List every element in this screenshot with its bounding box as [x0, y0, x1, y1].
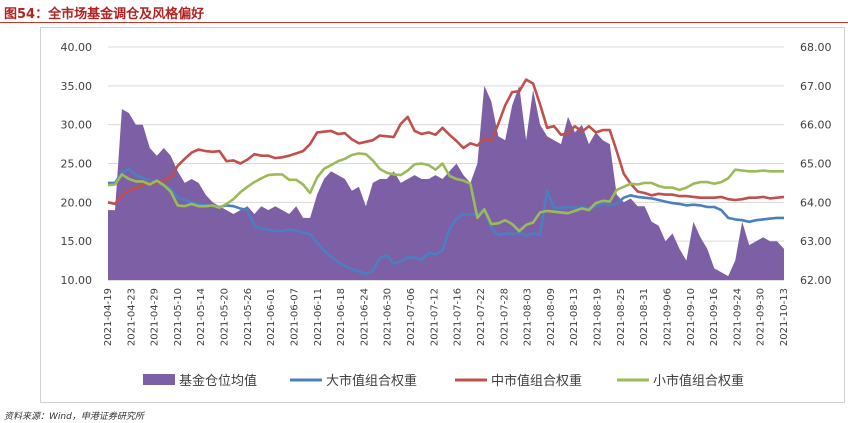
- x-axis-tick-label: 2021-10-13: [779, 288, 790, 346]
- x-axis-tick-label: 2021-05-26: [243, 288, 254, 346]
- x-axis-tick-label: 2021-05-14: [196, 288, 207, 346]
- x-axis-tick-label: 2021-09-10: [686, 288, 697, 346]
- x-axis-ticks: 2021-04-19 2021-04-23 2021-04-29 2021-05-10…: [103, 288, 790, 346]
- x-axis-tick-label: 2021-06-01: [266, 288, 277, 346]
- x-axis-tick-label: 2021-07-06: [406, 288, 417, 346]
- title-underline: [0, 22, 848, 23]
- legend-label: 基金仓位均值: [179, 373, 257, 389]
- x-axis-tick-label: 2021-07-22: [476, 288, 487, 346]
- area-series-layer: [108, 85, 784, 280]
- x-axis-tick-label: 2021-08-13: [569, 288, 580, 346]
- legend-swatch: [143, 374, 175, 385]
- legend: 基金仓位均值 大市值组合权重 中市值组合权重 小市值组合权重: [143, 373, 744, 389]
- left-axis-tick-label: 10.00: [61, 274, 93, 287]
- x-axis-tick-label: 2021-05-20: [220, 288, 231, 346]
- x-axis-tick-label: 2021-06-11: [313, 288, 324, 346]
- x-axis-tick-label: 2021-06-30: [383, 288, 394, 346]
- chart-frame: [40, 27, 845, 403]
- x-axis-tick-label: 2021-09-30: [756, 288, 767, 346]
- series-line-小市值组合权重: [107, 152, 784, 233]
- right-axis-tick-label: 68.00: [800, 41, 832, 54]
- series-line-中市值组合权重: [107, 78, 785, 206]
- x-axis-tick-label: 2021-07-12: [429, 288, 440, 346]
- right-axis-tick-label: 67.00: [800, 80, 832, 93]
- x-axis-tick-label: 2021-05-10: [173, 288, 184, 346]
- left-axis-ticks: 40.00 35.00 30.00 25.00 20.00 15.00 10.00: [61, 41, 93, 287]
- x-axis-tick-label: 2021-08-03: [523, 288, 534, 346]
- right-axis-tick-label: 63.00: [800, 235, 832, 248]
- figure-title: 图54：全市场基金调仓及风格偏好: [4, 7, 205, 22]
- left-axis-tick-label: 20.00: [61, 196, 93, 209]
- series-area-fund-position: [108, 85, 784, 280]
- x-axis-tick-label: 2021-09-16: [709, 288, 720, 346]
- x-axis-tick-label: 2021-06-24: [359, 288, 370, 346]
- left-axis-tick-label: 40.00: [61, 41, 93, 54]
- left-axis-tick-label: 35.00: [61, 80, 93, 93]
- right-axis-tick-label: 65.00: [800, 158, 832, 171]
- legend-label: 大市值组合权重: [326, 373, 417, 389]
- x-axis-tick-label: 2021-07-28: [499, 288, 510, 346]
- right-axis-tick-label: 62.00: [800, 274, 832, 287]
- line-series-layer: [107, 78, 785, 276]
- x-axis-tick-label: 2021-06-07: [290, 288, 301, 346]
- right-axis-tick-label: 66.00: [800, 119, 832, 132]
- x-axis-tick-label: 2021-08-09: [546, 288, 557, 346]
- x-axis-tick-label: 2021-04-19: [103, 288, 114, 346]
- left-axis-tick-label: 15.00: [61, 235, 93, 248]
- legend-label: 小市值组合权重: [653, 373, 744, 389]
- x-axis-tick-label: 2021-06-18: [336, 288, 347, 346]
- right-axis-ticks: 68.00 67.00 66.00 65.00 64.00 63.00 62.00: [800, 41, 832, 287]
- x-axis-tick-label: 2021-07-16: [453, 288, 464, 346]
- x-axis-tick-label: 2021-08-19: [593, 288, 604, 346]
- left-axis-tick-label: 25.00: [61, 158, 93, 171]
- x-axis-tick-label: 2021-08-25: [616, 288, 627, 346]
- right-axis-tick-label: 64.00: [800, 196, 832, 209]
- left-axis-tick-label: 30.00: [61, 119, 93, 132]
- x-axis-tick-label: 2021-09-06: [662, 288, 673, 346]
- source-note: 资料来源：Wind，申港证券研究所: [4, 412, 144, 422]
- x-axis-tick-label: 2021-09-24: [732, 288, 743, 346]
- x-axis-tick-label: 2021-04-23: [126, 288, 137, 346]
- x-axis-tick-label: 2021-04-29: [150, 288, 161, 346]
- legend-label: 中市值组合权重: [491, 373, 582, 389]
- x-axis-tick-label: 2021-08-31: [639, 288, 650, 346]
